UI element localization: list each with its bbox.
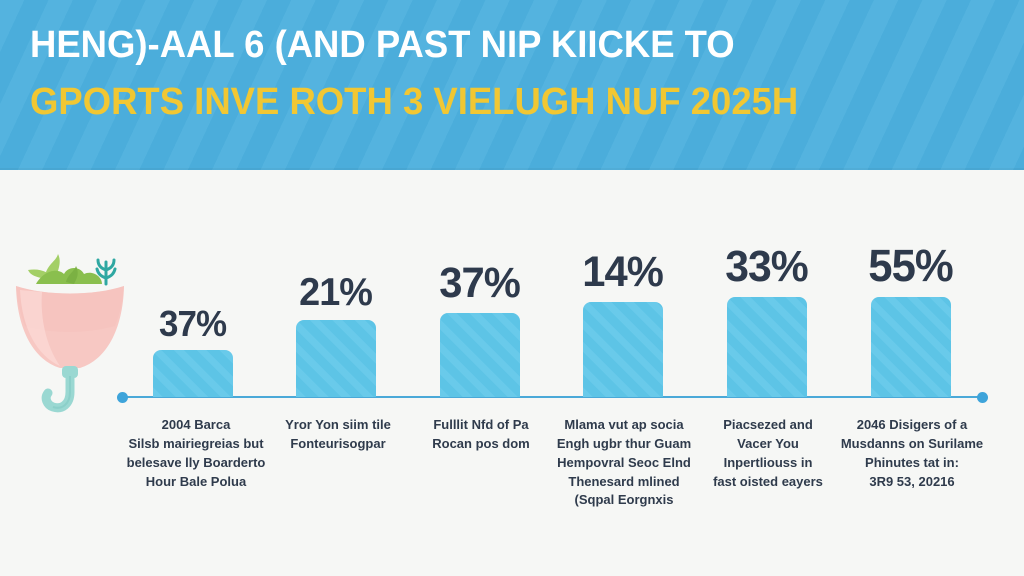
bar-caption-5: Piacsezed and Vacer You Inpertliouss in …	[713, 417, 823, 489]
bar-value-label: 37%	[159, 303, 228, 344]
bar	[583, 302, 663, 397]
bar-caption-4: Mlama vut ap socia Engh ugbr thur Guam H…	[556, 417, 692, 508]
axis-endpoint-dot-right	[977, 392, 988, 403]
bar-caption-2: Yror Yon siim tile Fonteurisogpar	[285, 417, 391, 451]
bar	[153, 350, 233, 397]
bar-group-6: 55%	[836, 240, 986, 397]
bar-caption-1: 2004 Barca Silsb mairiegreias but belesa…	[126, 417, 266, 489]
baseline-axis	[122, 396, 983, 398]
bar-value-label: 21%	[299, 271, 374, 314]
bar-group-5: 33%	[692, 242, 842, 397]
bar-caption-6: 2046 Disigers of a Musdanns on Surilame …	[840, 417, 984, 489]
bar	[296, 320, 376, 397]
bar	[440, 313, 520, 397]
axis-endpoint-dot-left	[117, 392, 128, 403]
bar	[727, 297, 807, 397]
bar-group-1: 37%	[118, 303, 268, 397]
bar-value-label: 33%	[725, 242, 809, 291]
bar	[871, 297, 951, 397]
bar-group-4: 14%	[548, 248, 698, 397]
hanging-planter-icon	[16, 254, 124, 413]
header-banner: HENG)-AAL 6 (AND PAST NIP KIICKE TO GPOR…	[0, 0, 1024, 170]
title-line-2: GPORTS INVE ROTH 3 VIELUGH NUF 2025H	[30, 81, 799, 123]
bar-value-label: 14%	[582, 248, 665, 296]
bar-group-2: 21%	[261, 271, 411, 397]
bar-chart: 37% 21% 37% 14% 33% 55% 2004 Barca Silsb…	[0, 170, 1024, 576]
bar-group-3: 37%	[405, 259, 555, 397]
bar-value-label: 55%	[868, 240, 954, 291]
title-line-1: HENG)-AAL 6 (AND PAST NIP KIICKE TO	[30, 24, 735, 66]
bar-caption-3: Fulllit Nfd of Pa Rocan pos dom	[432, 417, 530, 451]
bar-value-label: 37%	[439, 259, 522, 307]
